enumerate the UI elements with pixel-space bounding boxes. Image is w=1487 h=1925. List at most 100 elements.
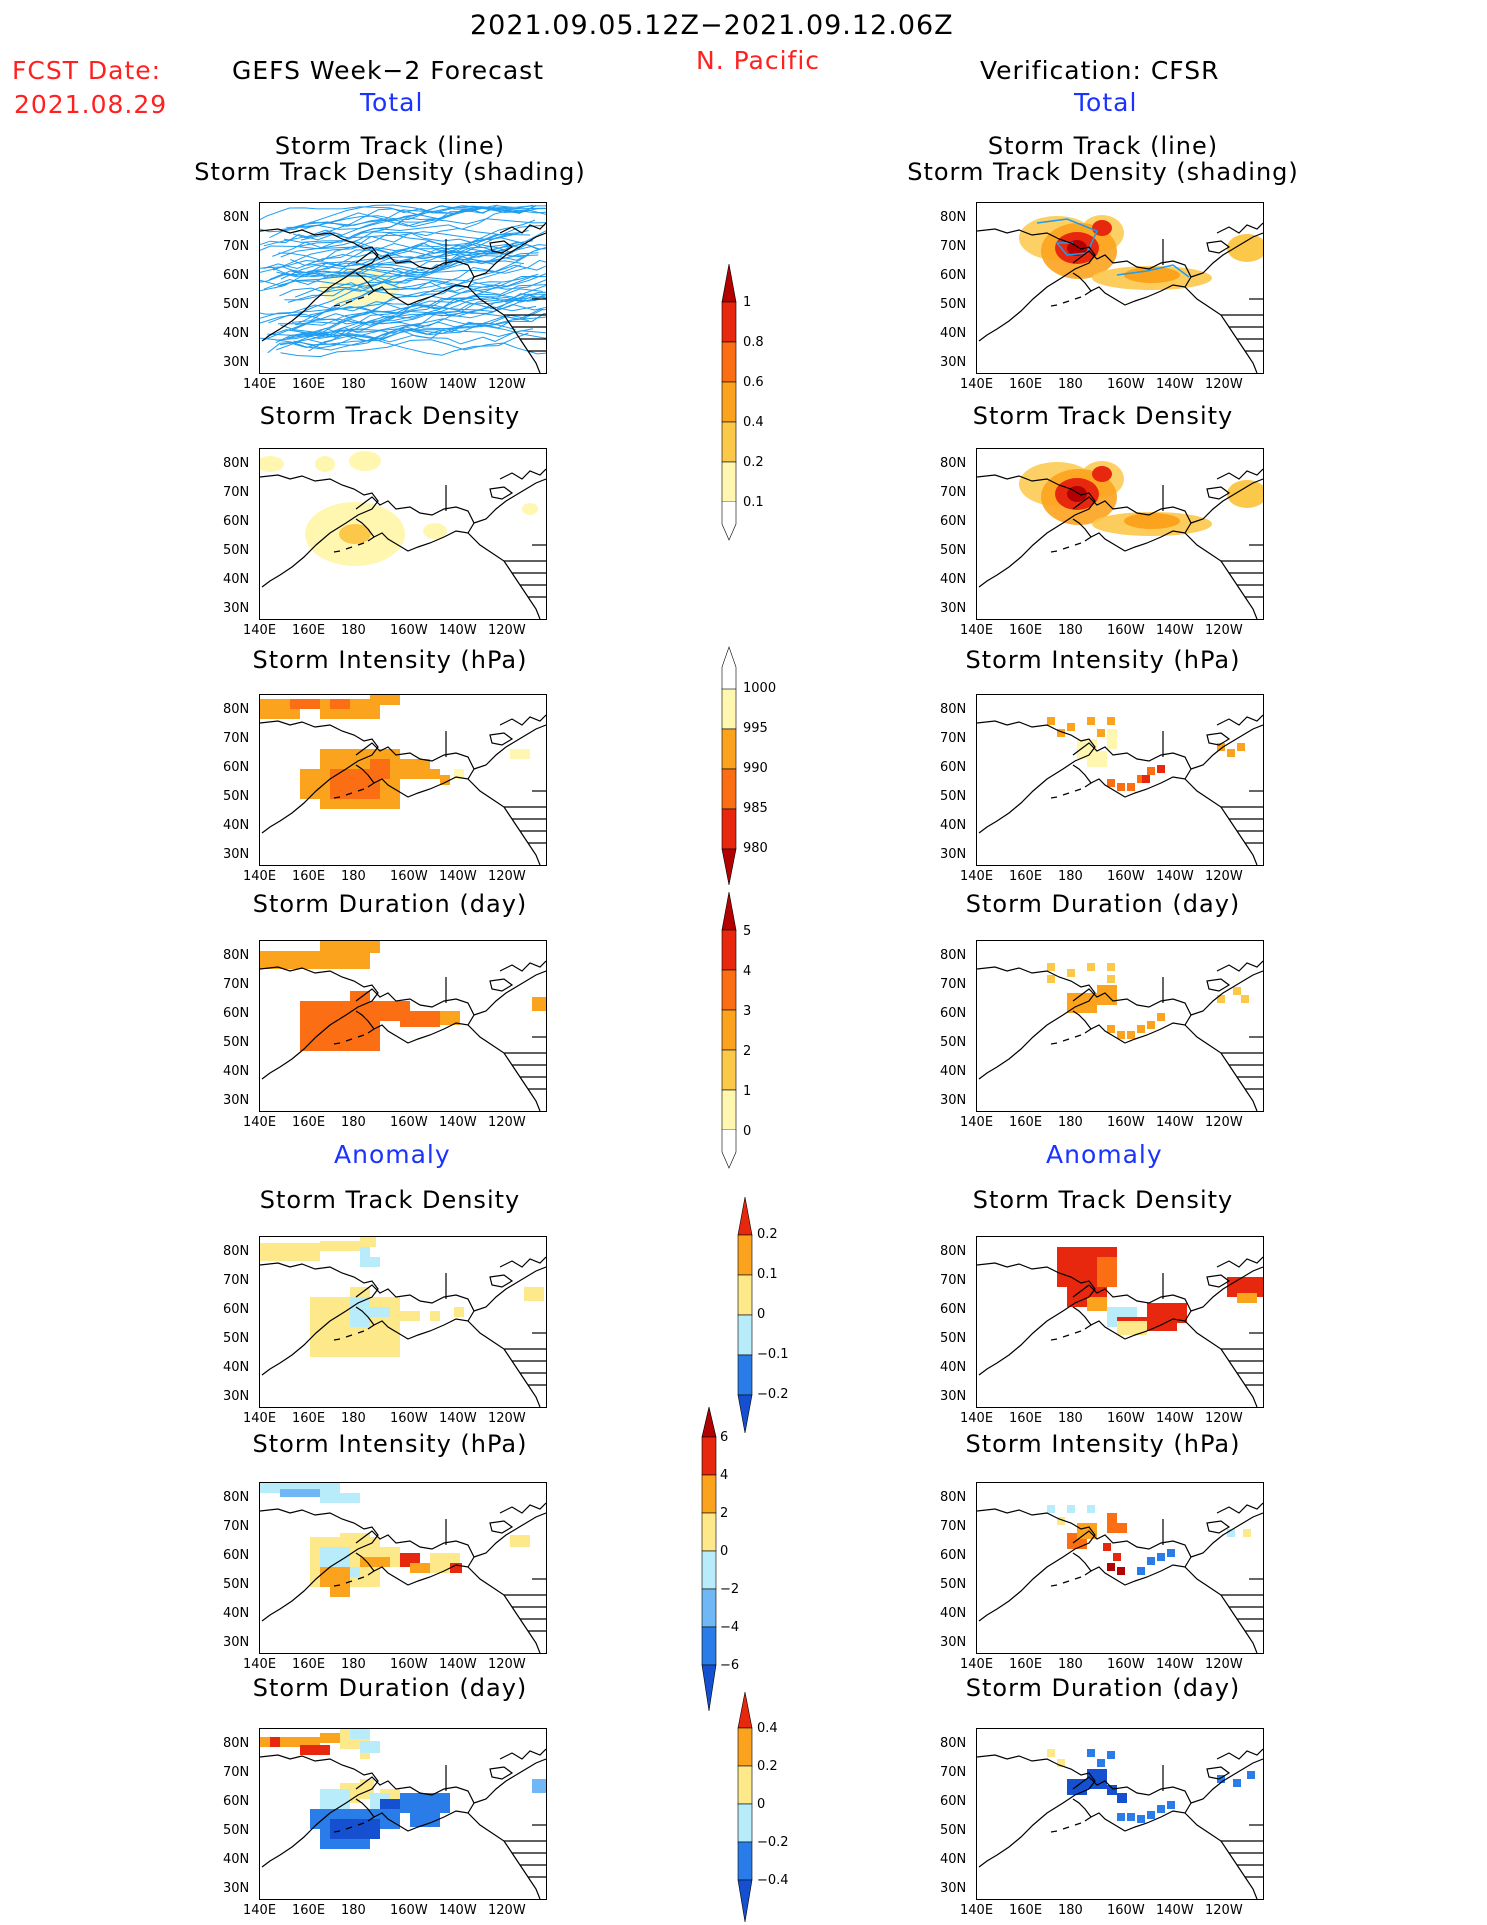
cb-dur-anom-label-1: 0.4: [757, 1721, 778, 1736]
field-cell: [1047, 963, 1055, 971]
lat-label: 30N: [223, 355, 250, 370]
lon-label: 160E: [292, 1411, 326, 1426]
field-cell: [350, 1729, 370, 1739]
coastline: [355, 496, 475, 552]
field-cell: [1117, 783, 1125, 791]
lat-label: 70N: [223, 485, 250, 500]
coastline: [333, 1028, 375, 1045]
storm-track-line: [260, 231, 513, 246]
coastline: [1206, 978, 1231, 992]
coastline: [1072, 496, 1192, 552]
lon-label: 120W: [488, 1115, 526, 1130]
coastline: [1050, 290, 1092, 307]
coastline: [1190, 1266, 1263, 1312]
lon-label: 140W: [439, 869, 477, 884]
field-cell: [1147, 767, 1155, 775]
coastline: [355, 1284, 475, 1340]
lon-label: 120W: [1205, 623, 1243, 638]
lat-label: 30N: [940, 1881, 967, 1896]
cb-intensity-label-5: 980: [743, 841, 768, 856]
coastline: [1184, 1566, 1258, 1653]
lon-label: 160E: [292, 377, 326, 392]
left-panel1-title-a: Storm Track (line): [274, 132, 506, 160]
cb-density-label-3: 0.6: [743, 375, 764, 390]
lon-label: 160E: [1009, 869, 1043, 884]
coastline: [1050, 1028, 1092, 1045]
field-cell: [360, 1741, 380, 1753]
storm-track-line: [300, 205, 546, 230]
field-cell: [1247, 1771, 1255, 1779]
storm-track-line: [260, 322, 516, 351]
lon-label: 160W: [1107, 869, 1145, 884]
field-cell: [1057, 1759, 1065, 1767]
lat-label: 60N: [223, 1006, 250, 1021]
lat-label: 80N: [940, 948, 967, 963]
lat-label: 80N: [223, 1736, 250, 1751]
lon-label: 120W: [488, 869, 526, 884]
left-panel4-title: Storm Duration (day): [252, 890, 528, 918]
field-cell: [400, 1311, 420, 1321]
colorbar-intensity-anomaly: [701, 1406, 717, 1712]
cfsr-panel-1: [976, 202, 1264, 374]
coastline: [1190, 232, 1263, 278]
coastline: [1072, 250, 1192, 306]
cb-density-label-4: 0.4: [743, 415, 764, 430]
field-cell: [1127, 783, 1135, 791]
lon-label: 160W: [1107, 1903, 1145, 1918]
right-panel3-title: Storm Intensity (hPa): [965, 646, 1241, 674]
field-cell: [320, 1547, 350, 1567]
coastline: [977, 474, 1096, 588]
storm-track-line: [279, 204, 513, 231]
field-cell: [1097, 1759, 1105, 1767]
lat-label: 60N: [940, 1794, 967, 1809]
field-cell: [1227, 1529, 1235, 1537]
lon-label: 160W: [1107, 623, 1145, 638]
field-cell: [330, 699, 350, 709]
cb-duration-label-3: 3: [743, 1004, 752, 1019]
lon-label: 160E: [1009, 623, 1043, 638]
field-cell: [280, 1489, 320, 1497]
lon-label: 160E: [292, 1903, 326, 1918]
lat-label: 80N: [940, 1244, 967, 1259]
lat-label: 30N: [940, 1389, 967, 1404]
field-cell: [260, 709, 300, 719]
density-blob: [1092, 466, 1112, 482]
coastline: [1216, 1748, 1263, 1760]
field-cell: [1137, 1567, 1145, 1575]
lat-label: 70N: [940, 1519, 967, 1534]
lon-label: 140W: [439, 1115, 477, 1130]
field-cell: [380, 1799, 400, 1809]
storm-track-line: [260, 258, 524, 287]
field-cell: [1067, 969, 1075, 977]
field-cell: [330, 1587, 350, 1597]
field-cell: [1117, 1523, 1127, 1533]
gefs-panel-7: [259, 1728, 547, 1900]
gefs-panel-1-map: [260, 204, 546, 373]
coastline: [260, 1754, 379, 1868]
lon-label: 140W: [1156, 1657, 1194, 1672]
lon-label: 180: [341, 1411, 366, 1426]
field-cell: [1087, 1769, 1107, 1789]
coastline: [499, 222, 546, 234]
storm-track-line: [291, 264, 546, 323]
cb-density-label-5: 0.2: [743, 455, 764, 470]
field-cell: [420, 769, 440, 779]
lon-label: 160W: [390, 1903, 428, 1918]
field-cell: [1067, 723, 1075, 731]
field-cell: [1047, 1749, 1055, 1757]
lon-label: 140E: [243, 1903, 277, 1918]
coastline: [499, 1256, 546, 1268]
field-cell: [1217, 743, 1225, 751]
coastline: [499, 1502, 546, 1514]
coastline: [260, 1508, 379, 1622]
coastline: [489, 240, 514, 254]
lon-label: 120W: [488, 623, 526, 638]
lon-label: 180: [341, 623, 366, 638]
lat-label: 70N: [223, 1765, 250, 1780]
field-cell: [400, 1011, 440, 1027]
gefs-panel-5-map: [260, 1237, 546, 1407]
lon-label: 160W: [390, 1115, 428, 1130]
storm-track-line: [290, 237, 546, 274]
field-cell: [1097, 729, 1105, 737]
lat-label: 30N: [223, 1389, 250, 1404]
